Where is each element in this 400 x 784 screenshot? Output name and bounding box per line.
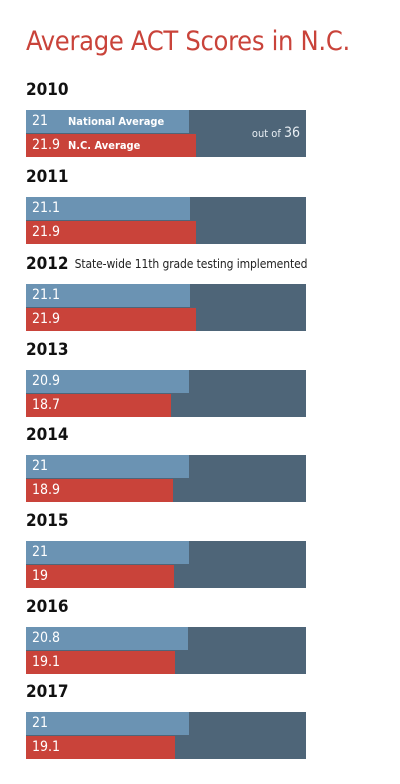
bar-national [26,541,190,564]
series-label-nc: N.C. Average [68,139,141,152]
year-header: 2014 [26,425,306,445]
value-label-nc: 19 [32,568,49,584]
scale-max: 36 [283,125,300,141]
year-label: 2014 [26,425,69,445]
series-label-national: National Average [68,115,165,128]
year-label: 2017 [26,682,69,702]
year-header: 2013 [26,340,306,360]
year-header: 2011 [26,167,306,187]
bar-pair: 21 21.9 National Average N.C. Average ou… [26,110,306,157]
bar-pair: 21 19.1 [26,712,306,759]
year-block-2012: 2012 State-wide 11th grade testing implem… [26,254,308,331]
year-block-2010: 2010 21 21.9 National Average N.C. Avera… [26,80,306,157]
bar-pair: 21 18.9 [26,455,306,502]
value-label-national: 21 [32,113,49,129]
year-block-2017: 2017 21 19.1 [26,682,306,759]
bar-national [26,455,190,478]
value-label-national: 21.1 [32,287,61,303]
value-label-national: 21 [32,715,49,731]
year-header: 2015 [26,511,306,531]
year-label: 2016 [26,597,69,617]
value-label-nc: 18.9 [32,482,61,498]
bar-national [26,197,191,220]
bar-pair: 20.8 19.1 [26,627,306,674]
bar-nc [26,394,172,417]
year-label: 2013 [26,340,69,360]
year-header: 2010 [26,80,306,100]
value-label-national: 21.1 [32,200,61,216]
year-header: 2012 State-wide 11th grade testing implem… [26,254,308,274]
value-label-national: 20.8 [32,630,61,646]
value-label-nc: 18.7 [32,397,61,413]
bar-pair: 21.1 21.9 [26,197,306,244]
year-block-2015: 2015 21 19 [26,511,306,588]
bar-pair: 21.1 21.9 [26,284,306,331]
value-label-national: 20.9 [32,373,61,389]
scale-prefix: out of [251,127,281,140]
value-label-nc: 21.9 [32,137,61,153]
bar-nc [26,134,197,157]
bar-pair: 21 19 [26,541,306,588]
bar-nc [26,651,175,674]
value-label-nc: 19.1 [32,739,61,755]
value-label-nc: 21.9 [32,224,61,240]
value-label-national: 21 [32,458,49,474]
value-label-national: 21 [32,544,49,560]
year-header: 2017 [26,682,306,702]
bar-national [26,370,189,393]
bar-pair: 20.9 18.7 [26,370,306,417]
year-block-2013: 2013 20.9 18.7 [26,340,306,417]
year-label: 2010 [26,80,69,100]
bar-national [26,627,188,650]
value-label-nc: 21.9 [32,311,61,327]
bar-nc [26,736,175,759]
value-label-nc: 19.1 [32,654,61,670]
chart-title: Average ACT Scores in N.C. [26,26,350,57]
year-block-2016: 2016 20.8 19.1 [26,597,306,674]
year-label: 2012 [26,254,69,274]
year-block-2011: 2011 21.1 21.9 [26,167,306,244]
year-label: 2015 [26,511,69,531]
year-header: 2016 [26,597,306,617]
bar-national [26,284,191,307]
year-label: 2011 [26,167,69,187]
bar-nc [26,221,197,244]
annotation-note: State-wide 11th grade testing implemente… [74,257,308,271]
bar-nc [26,565,174,588]
bar-nc [26,479,173,502]
bar-national [26,110,190,133]
bar-nc [26,308,197,331]
scale-note: out of 36 [252,123,300,144]
bar-national [26,712,190,735]
year-block-2014: 2014 21 18.9 [26,425,306,502]
